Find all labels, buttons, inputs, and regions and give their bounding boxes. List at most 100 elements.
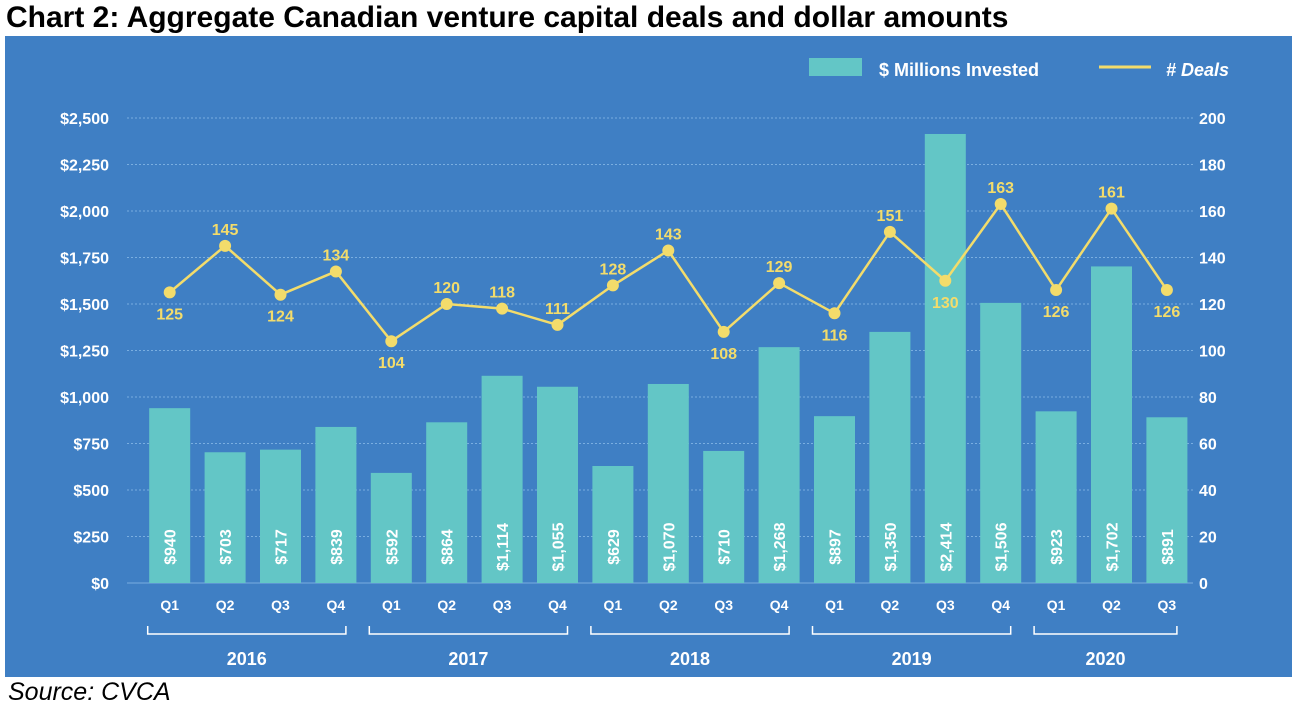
chart-panel: $0 0 $250 20 $500 40 $750 60 $1,000 80 $1,250 100 $1… [5,36,1292,677]
deals-value-label: 145 [212,222,239,239]
deals-value-label: 116 [822,327,848,344]
y-left-tick-label: $2,250 [60,158,109,175]
bar [1035,411,1077,583]
bar-value-label: $1,055 [551,522,568,571]
legend-label-bar: $ Millions Invested [879,60,1039,80]
bar [1146,417,1188,583]
deals-point [828,307,841,320]
y-right-tick-label: 100 [1199,344,1226,361]
axes: $0 0 $250 20 $500 40 $750 60 $1,000 80 $1,250 100 $1… [60,111,1226,593]
deals-point [1105,202,1118,215]
deals-point [440,298,453,310]
line-series: 125 145 124 134 104 120 118 111 128 143 108 129 116 1… [156,180,1180,372]
quarter-label: Q2 [881,597,900,613]
bar [315,426,357,583]
year-bracket [146,626,347,635]
quarter-label: Q1 [604,597,623,613]
y-right-tick-label: 160 [1199,204,1226,221]
deals-point [1050,284,1063,297]
bar-value-label: $629 [606,529,623,565]
deals-point [1160,284,1173,297]
y-left-tick-label: $2,500 [60,111,109,128]
deals-value-label: 126 [1154,304,1181,321]
x-axis: Q1 Q2 Q3 Q4 Q1 Q2 Q3 Q4 Q1 Q2 Q3 Q4 Q1 Q2 Q3 Q4 Q1 Q2 Q3 20… [146,597,1178,669]
year-label: 2018 [670,649,710,669]
quarter-label: Q1 [382,597,401,613]
y-right-tick-label: 60 [1199,437,1217,454]
bar-value-label: $1,350 [883,522,900,571]
deals-value-label: 128 [600,261,627,278]
quarter-label: Q4 [770,597,789,613]
year-bracket [811,626,1012,635]
quarter-label: Q2 [659,597,678,613]
bar [980,302,1022,583]
bar [758,347,800,583]
deals-value-label: 120 [433,280,460,297]
bar-value-label: $923 [1049,529,1066,565]
bar [703,450,745,583]
quarter-label: Q3 [493,597,512,613]
year-bracket [368,626,569,635]
quarter-label: Q3 [271,597,290,613]
bar-value-label: $897 [828,529,845,565]
quarter-label: Q4 [548,597,567,613]
y-left-tick-label: $1,500 [60,297,109,314]
quarter-label: Q1 [825,597,844,613]
bar [370,472,412,583]
quarter-label: Q3 [714,597,733,613]
y-right-tick-label: 200 [1199,111,1226,128]
chart-title: Chart 2: Aggregate Canadian venture capi… [6,1,1009,34]
legend-label-line: # Deals [1166,60,1229,80]
deals-point [551,318,564,331]
deals-point [662,244,675,257]
quarter-label: Q3 [1158,597,1177,613]
y-left-tick-label: $1,750 [60,251,109,268]
bar [647,383,689,583]
bar-value-label: $1,268 [772,522,789,571]
deals-value-label: 161 [1098,185,1125,202]
quarter-label: Q4 [991,597,1010,613]
deals-point [274,288,287,301]
y-right-tick-label: 0 [1199,576,1208,593]
chart-svg: $0 0 $250 20 $500 40 $750 60 $1,000 80 $1,250 100 $1… [60,58,1229,669]
deals-value-label: 134 [323,247,350,264]
legend-swatch-bar [809,58,862,76]
bar-value-label: $940 [163,529,180,565]
bar [814,416,855,583]
bar [149,408,191,583]
deals-value-label: 129 [766,259,793,276]
y-left-tick-label: $250 [73,530,109,547]
bar [204,452,246,583]
bar-value-label: $839 [329,529,346,565]
bar-value-label: $592 [384,529,401,565]
deals-point [219,239,232,252]
y-right-tick-label: 20 [1199,530,1217,547]
deals-value-label: 124 [267,309,294,326]
year-bracket [590,626,790,635]
deals-point [717,325,730,338]
deals-point [385,335,398,348]
deals-point [606,279,619,292]
year-label: 2019 [892,649,932,669]
bar-series: $940 $703 $717 $839 $592 $864 $1,114 $1,055 $629… [149,133,1188,583]
deals-value-label: 118 [489,285,515,302]
bar [924,133,966,583]
bar-value-label: $891 [1160,529,1177,565]
year-bracket [1033,626,1178,635]
bar [1091,266,1132,583]
bar-value-label: $717 [274,529,291,565]
deals-value-label: 126 [1043,304,1070,321]
deals-point [329,265,342,278]
year-label: 2016 [227,649,267,669]
year-label: 2020 [1085,649,1125,669]
year-label: 2017 [448,649,488,669]
deals-value-label: 125 [156,306,183,323]
deals-value-label: 130 [932,295,959,312]
bar-value-label: $1,702 [1105,522,1122,571]
bar-value-label: $703 [218,529,235,565]
deals-point [496,302,509,315]
bar-value-label: $1,070 [661,522,678,571]
bar [260,449,301,583]
bar-value-label: $1,506 [994,522,1011,571]
quarter-label: Q2 [437,597,456,613]
